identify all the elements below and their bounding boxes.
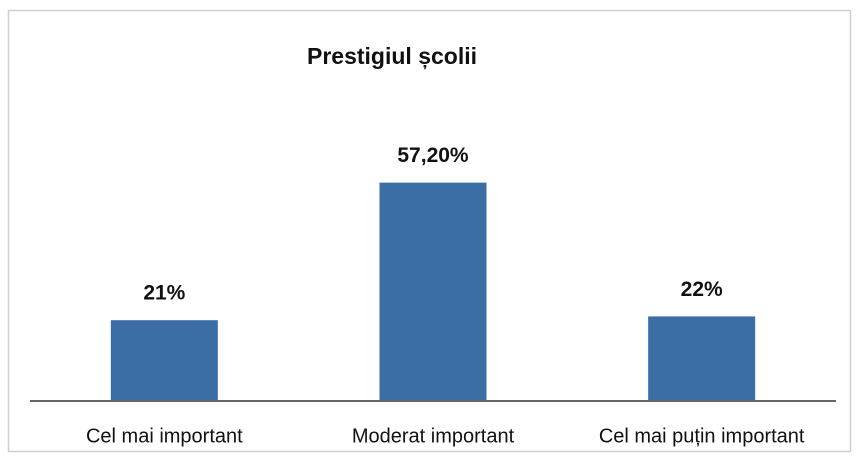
value-label: 57,20%: [397, 144, 469, 167]
bar: [648, 316, 756, 400]
bar: [110, 320, 218, 400]
bar: [379, 182, 487, 400]
x-tick-label: Cel mai puțin important: [599, 425, 805, 447]
x-tick-label: Cel mai important: [86, 425, 243, 447]
value-label: 22%: [681, 278, 723, 301]
chart-title: Prestigiul școlii: [307, 43, 477, 70]
value-label: 21%: [143, 282, 185, 305]
x-tick-label: Moderat important: [352, 425, 515, 447]
